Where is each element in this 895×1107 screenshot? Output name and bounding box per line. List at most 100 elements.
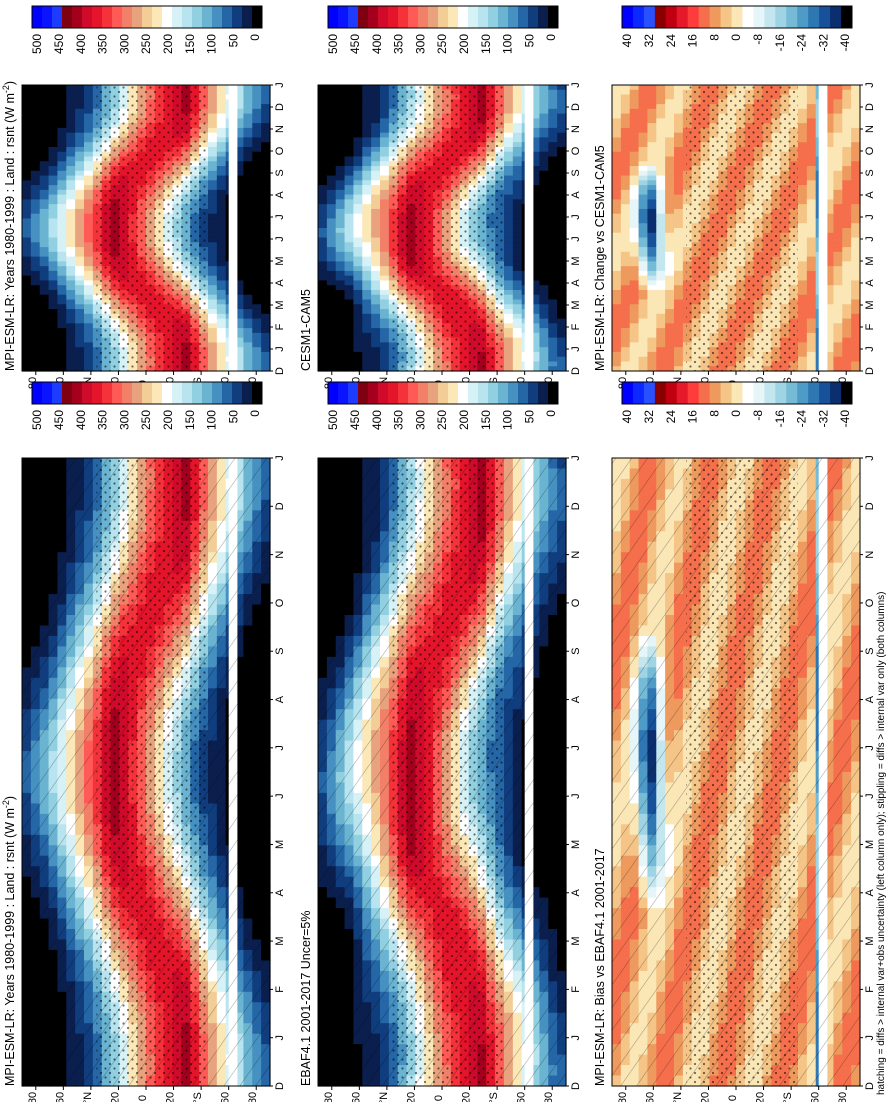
panel-1: 80 60 °N 20 0 20 °S 60 80DJFMAMJJASONDJMPI-ESM-L… (1, 455, 286, 1104)
heat-cell (243, 309, 253, 315)
heat-cell (234, 366, 245, 372)
heat-cell (243, 223, 253, 229)
month-tick-label: D (274, 367, 286, 375)
heat-cell (252, 247, 262, 253)
heat-cell (57, 366, 67, 372)
heat-cell (261, 266, 271, 272)
heat-cell (234, 189, 245, 196)
heat-cell (22, 99, 32, 105)
heat-cell (75, 113, 85, 119)
heat-cell (39, 223, 50, 229)
month-tick-label: M (274, 256, 286, 265)
heat-cell (66, 127, 76, 134)
heat-cell (252, 232, 262, 239)
heat-cell (208, 256, 218, 262)
heat-cell (243, 256, 253, 262)
heat-cell (66, 208, 76, 215)
heat-cell (30, 356, 41, 363)
heat-cell (252, 180, 262, 186)
heat-cell (39, 180, 50, 186)
heat-cell (243, 342, 253, 348)
heat-cell (66, 104, 76, 110)
heat-cell (30, 189, 41, 196)
heat-cell (261, 194, 271, 200)
heat-cell (252, 185, 262, 191)
heat-cell (84, 270, 94, 277)
heat-cell (261, 85, 271, 91)
heat-cell (30, 118, 41, 124)
heat-cell (57, 313, 67, 320)
heat-cell (216, 123, 227, 129)
heat-cell (75, 294, 85, 301)
heat-cell (22, 213, 32, 220)
heat-cell (234, 127, 245, 134)
heat-cell (57, 228, 67, 234)
heat-cell (208, 356, 218, 363)
lat-tick-label: °N (82, 1092, 94, 1102)
heat-cell (216, 256, 227, 262)
heat-cell (66, 232, 76, 239)
heat-cell (243, 351, 253, 358)
month-tick-label: N (274, 551, 286, 559)
heat-cell (234, 104, 245, 110)
heat-cell (30, 132, 41, 139)
heat-cell (252, 361, 262, 367)
heat-cell (22, 180, 32, 186)
heat-cell (22, 337, 32, 343)
heat-cell (234, 275, 245, 282)
heat-cell (30, 275, 41, 282)
heat-cell (208, 332, 218, 339)
heat-cell (252, 194, 262, 200)
heat-cell (216, 208, 227, 215)
heat-cell (243, 89, 253, 96)
panel-4: 8060°N20020°S6080DJFMAMJJASONDJMPI-ESM-L… (1, 81, 286, 389)
heat-cell (66, 256, 76, 262)
heat-cell (234, 113, 245, 119)
heat-cell (66, 185, 76, 191)
heat-cell (22, 123, 32, 129)
heat-cell (39, 356, 50, 363)
heat-cell (243, 218, 253, 224)
heat-cell (216, 118, 227, 124)
heat-cell (216, 156, 227, 162)
heat-cell (22, 342, 32, 348)
heat-cell (84, 351, 94, 358)
heat-cell (234, 270, 245, 277)
heat-cell (216, 85, 227, 91)
heat-cell (234, 85, 245, 91)
heat-cell (234, 175, 245, 181)
panel-title: MPI-ESM-LR: Years 1980-1999 : Land : rsn… (1, 81, 17, 371)
heat-cell (66, 323, 76, 329)
heat-cell (243, 356, 253, 363)
heat-cell (243, 270, 253, 277)
heat-cell (75, 142, 85, 148)
heat-cell (252, 85, 262, 91)
heat-cell (243, 242, 253, 248)
heat-cell (39, 228, 50, 234)
heat-cell (57, 285, 67, 291)
heat-cell (22, 161, 32, 167)
heat-cell (57, 127, 67, 134)
heat-cell (22, 275, 32, 282)
heat-cell (208, 213, 218, 220)
heat-cell (84, 194, 94, 200)
heat-cell (216, 337, 227, 343)
heat-cell (216, 247, 227, 253)
heat-cell (84, 132, 94, 139)
heat-cell (252, 132, 262, 139)
heat-cell (252, 189, 262, 196)
heat-cell (216, 104, 227, 110)
heat-cell (66, 199, 76, 205)
heat-cell (48, 185, 59, 191)
heat-cell (261, 166, 271, 172)
heat-cell (57, 294, 67, 301)
heat-cell (48, 151, 59, 158)
heat-cell (30, 180, 41, 186)
heat-cell (208, 161, 218, 167)
heat-cell (216, 137, 227, 143)
heat-cell (48, 85, 59, 91)
heat-cell (84, 242, 94, 248)
heat-cell (252, 275, 262, 282)
heat-cell (75, 161, 85, 167)
